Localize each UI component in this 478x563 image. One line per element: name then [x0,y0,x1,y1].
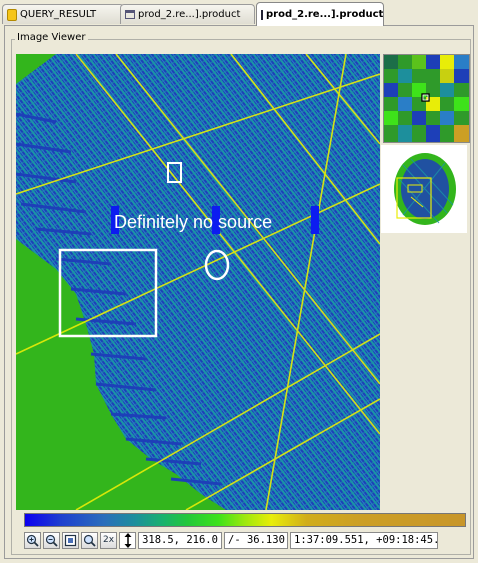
ray-lines [16,54,380,510]
annotation-label: Definitely no source [114,212,272,232]
region-ellipse[interactable] [204,249,230,281]
sky-image[interactable]: Definitely no source [16,54,380,510]
table-icon [7,8,17,21]
source-bar [111,206,119,234]
tab-product-list[interactable]: prod_2.re...].product [120,4,255,24]
image-icon [261,9,263,20]
region-box-small[interactable] [167,162,182,183]
cursor-marker [421,93,430,102]
pixel-coords-field: 318.5, 216.0 [138,531,222,549]
source-bar [311,206,319,234]
tab-query-result[interactable]: QUERY_RESULT [2,4,124,24]
viewer-toolbar: 2x 318.5, 216.0 /- 36.130 1:37:09.551, +… [24,530,468,550]
tab-label: QUERY_RESULT [20,9,97,20]
zoom-2x-button[interactable]: 2x [100,531,117,549]
color-scale-bar[interactable] [24,513,466,527]
vertical-arrows-icon[interactable] [119,531,136,549]
source-bar [212,206,220,234]
list-icon [125,10,135,19]
group-title: Image Viewer [15,32,88,43]
world-coords-field: 1:37:09.551, +09:18:45.45 [290,531,438,549]
tab-label: prod_2.re...].product [138,9,241,20]
overview-canvas[interactable] [381,145,467,233]
grid-overlay [16,54,380,510]
streak-edges [16,112,222,486]
tab-product-image[interactable]: prod_2.re...].product ✕ [256,2,384,26]
editor-tab-bar: QUERY_RESULT prod_2.re...].product prod_… [0,0,478,26]
sky-image-canvas[interactable]: Definitely no source [16,54,380,510]
zoom-in-icon[interactable] [24,531,41,549]
zoom-out-icon[interactable] [43,531,60,549]
viewport-box[interactable] [396,177,432,219]
zoom-view [383,54,470,143]
overview-panel[interactable] [381,145,467,233]
zoom-fit-icon[interactable] [62,531,79,549]
region-box-large[interactable] [58,248,158,338]
zoom-view-canvas [384,55,469,142]
pixel-value-field: /- 36.130 [224,531,288,549]
magnifier-icon[interactable] [81,531,98,549]
tab-label: prod_2.re...].product [266,9,384,20]
image-viewer-group: Image Viewer [11,32,471,555]
